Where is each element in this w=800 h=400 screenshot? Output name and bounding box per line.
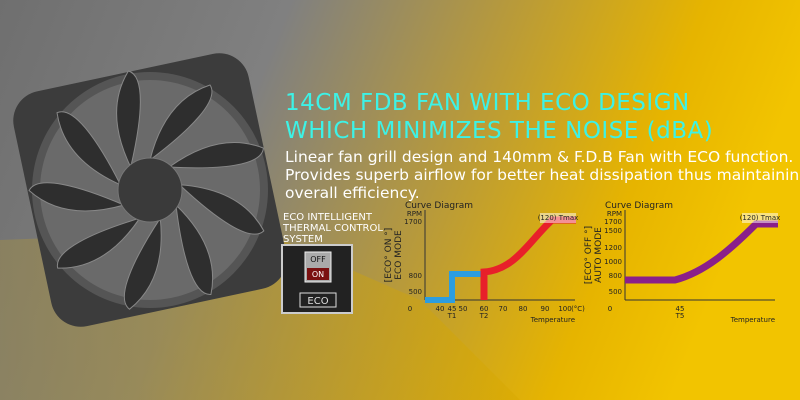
x-tick-label: 100 <box>558 305 571 313</box>
x-unit: (°C) <box>571 305 585 313</box>
mode-name: ECO MODE <box>394 230 404 280</box>
mode: [ECO° ON °] <box>384 228 394 283</box>
headline: WHICH MINIMIZES THE NOISE (dBA) <box>285 118 713 144</box>
eco-mode-curve <box>424 210 576 303</box>
y-tick-label: 1200 <box>604 244 622 252</box>
y-tick-label: 800 <box>409 272 422 280</box>
x-tick-label: 45 <box>448 305 457 313</box>
fan-illustration <box>13 53 287 327</box>
y-tick-label: 1000 <box>604 258 622 266</box>
x-note: T1 <box>447 312 457 320</box>
x-tick-label: 45 <box>676 305 685 313</box>
y-tick-label: 800 <box>609 272 622 280</box>
y-tick-label: 1700 <box>604 218 622 226</box>
x-tick-label: 50 <box>459 305 468 313</box>
x-note: T5 <box>675 312 685 320</box>
x-tick-label: 70 <box>499 305 508 313</box>
x-note: T2 <box>479 312 489 320</box>
x-tick-label: 90 <box>541 305 550 313</box>
eco-label: THERMAL CONTROL <box>282 223 383 234</box>
x-title: Temperature <box>530 316 575 324</box>
auto-mode-curve <box>624 210 778 301</box>
description: Provides superb airflow for better heat … <box>285 166 800 184</box>
description: overall efficiency. <box>285 184 420 202</box>
eco-label: ECO INTELLIGENT <box>283 212 373 223</box>
mode: [ECO° OFF °] <box>584 226 594 284</box>
y-unit: RPM <box>407 210 422 218</box>
tmax-label: (120) Tmax <box>740 214 781 222</box>
switch-badge: ECO <box>307 296 328 307</box>
tmax-label: (120) Tmax <box>538 214 579 222</box>
eco-label: SYSTEM <box>283 234 323 245</box>
headline: 14CM FDB FAN WITH ECO DESIGN <box>285 90 690 116</box>
y-tick-label: 1500 <box>604 227 622 235</box>
switch-on: ON <box>312 270 324 279</box>
x-tick-label: 0 <box>608 305 612 313</box>
x-title: Temperature <box>730 316 775 324</box>
eco-switch <box>281 244 353 314</box>
y-tick-label: 500 <box>609 288 622 296</box>
x-tick-label: 80 <box>519 305 528 313</box>
diagram-title: Curve Diagram <box>605 201 673 211</box>
description: Linear fan grill design and 140mm & F.D.… <box>285 148 793 166</box>
x-tick-label: 40 <box>436 305 445 313</box>
y-tick-label: 1700 <box>404 218 422 226</box>
mode-name: AUTO MODE <box>594 227 604 283</box>
y-unit: RPM <box>607 210 622 218</box>
x-tick-label: 0 <box>408 305 412 313</box>
switch-off: OFF <box>310 255 326 264</box>
diagram-title: Curve Diagram <box>405 201 473 211</box>
y-tick-label: 500 <box>409 288 422 296</box>
x-tick-label: 60 <box>480 305 489 313</box>
